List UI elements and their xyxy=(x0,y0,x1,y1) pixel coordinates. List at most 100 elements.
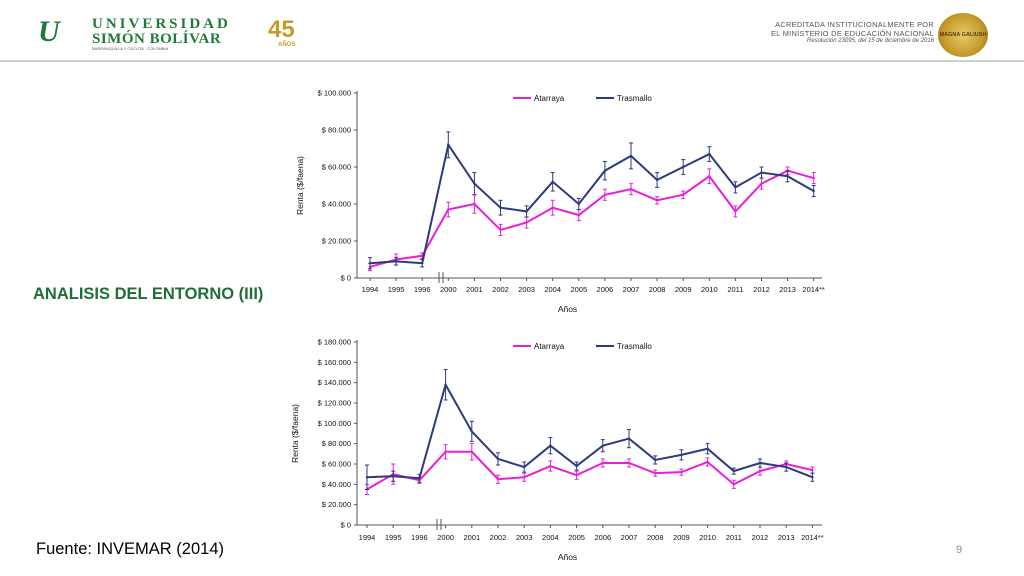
data-point xyxy=(734,186,737,189)
data-point xyxy=(732,469,735,473)
data-point xyxy=(575,464,578,468)
data-point xyxy=(496,478,500,481)
y-tick-label: $ 100.000 xyxy=(318,89,351,98)
data-point xyxy=(682,165,685,169)
anniversary-badge: 45 AÑOS xyxy=(258,16,300,50)
x-axis-label: Años xyxy=(558,552,577,562)
slide-header: U UNIVERSIDAD SIMÓN BOLÍVAR BARRANQUILLA… xyxy=(0,0,1024,62)
data-point xyxy=(680,453,683,457)
data-point xyxy=(523,465,526,469)
x-tick-label: 2014** xyxy=(802,285,825,294)
data-point xyxy=(760,171,763,174)
data-point xyxy=(811,468,814,472)
header-divider xyxy=(0,60,1024,62)
x-tick-label: 2003 xyxy=(518,285,535,294)
data-point xyxy=(706,447,709,450)
x-tick-label: 2001 xyxy=(463,533,480,542)
data-point xyxy=(708,175,711,178)
data-point xyxy=(577,213,580,217)
data-point xyxy=(629,154,633,158)
data-point xyxy=(627,461,631,465)
data-point xyxy=(523,476,526,479)
x-tick-label: 2013 xyxy=(779,285,796,294)
legend-label-atarraya: Atarraya xyxy=(534,342,565,351)
legend-label-trasmallo: Trasmallo xyxy=(617,342,652,351)
data-point xyxy=(629,188,633,191)
logo-text-line2: SIMÓN BOLÍVAR xyxy=(92,31,222,47)
data-point xyxy=(444,383,447,386)
x-tick-label: 2007 xyxy=(623,285,640,294)
data-point xyxy=(811,476,814,479)
y-tick-label: $ 0 xyxy=(341,521,351,530)
y-tick-label: $ 140.000 xyxy=(318,378,351,387)
x-tick-label: 2012 xyxy=(752,533,769,542)
x-tick-label: 2011 xyxy=(727,285,743,294)
x-tick-label: 2004 xyxy=(544,285,561,294)
x-tick-label: 2003 xyxy=(516,533,533,542)
data-point xyxy=(785,465,788,469)
data-point xyxy=(470,450,473,453)
data-point xyxy=(682,193,685,196)
y-axis-label: Renta ($/faena) xyxy=(290,404,300,463)
series-line-atarraya xyxy=(366,450,813,491)
data-point xyxy=(499,228,502,232)
data-point xyxy=(496,457,500,461)
data-point xyxy=(551,180,554,183)
source-note: Fuente: INVEMAR (2014) xyxy=(36,540,224,558)
y-tick-label: $ 80.000 xyxy=(322,126,351,135)
slide-title: ANALISIS DEL ENTORNO (III) xyxy=(33,285,264,303)
x-tick-label: 2006 xyxy=(597,285,614,294)
x-tick-label: 2010 xyxy=(699,533,716,542)
data-point xyxy=(655,199,659,202)
x-tick-label: 1994 xyxy=(359,533,376,542)
data-point xyxy=(470,430,473,433)
data-point xyxy=(473,202,476,206)
quality-seal-icon: MAGNA GALIUSH xyxy=(938,13,988,57)
accreditation-line1: ACREDITADA INSTITUCIONALMENTE POR xyxy=(775,20,934,29)
accreditation-line3: Resolución 23095, del 15 de diciembre de… xyxy=(806,38,934,44)
y-tick-label: $ 20.000 xyxy=(322,237,351,246)
data-point xyxy=(577,202,580,206)
y-tick-label: $ 60.000 xyxy=(322,460,351,469)
series-line-atarraya xyxy=(369,169,814,268)
x-tick-label: 2002 xyxy=(490,533,507,542)
data-point xyxy=(421,262,424,265)
y-axis-label: Renta ($/faena) xyxy=(295,156,305,215)
data-point xyxy=(812,189,815,193)
data-point xyxy=(603,169,607,172)
x-tick-label: 2013 xyxy=(778,533,795,542)
data-point xyxy=(549,464,552,468)
x-tick-label: 2006 xyxy=(594,533,611,542)
x-tick-label: 2005 xyxy=(570,285,587,294)
x-tick-label: 2008 xyxy=(647,533,664,542)
data-point xyxy=(601,444,604,447)
x-axis-label: Años xyxy=(558,304,577,314)
y-tick-label: $ 120.000 xyxy=(318,399,351,408)
data-point xyxy=(758,461,762,465)
x-tick-label: 2000 xyxy=(437,533,454,542)
accreditation-line2: EL MINISTERIO DE EDUCACIÓN NACIONAL xyxy=(771,29,934,38)
data-point xyxy=(525,221,528,224)
x-tick-label: 1994 xyxy=(362,285,379,294)
x-tick-label: 2012 xyxy=(753,285,770,294)
x-tick-label: 2011 xyxy=(726,533,742,542)
data-point xyxy=(655,178,659,182)
x-tick-label: 2000 xyxy=(440,285,457,294)
data-point xyxy=(549,444,552,447)
data-point xyxy=(812,176,815,180)
anniversary-badge-number: 45 xyxy=(268,16,295,43)
y-tick-label: $ 0 xyxy=(341,274,351,283)
x-tick-label: 2009 xyxy=(673,533,690,542)
data-point xyxy=(444,450,447,453)
data-point xyxy=(473,182,476,185)
x-tick-label: 2010 xyxy=(701,285,718,294)
data-point xyxy=(575,473,578,477)
data-point xyxy=(758,469,762,473)
data-point xyxy=(680,470,683,474)
x-tick-label: 2007 xyxy=(621,533,638,542)
y-tick-label: $ 180.000 xyxy=(318,338,351,347)
y-tick-label: $ 20.000 xyxy=(322,500,351,509)
y-tick-label: $ 80.000 xyxy=(322,439,351,448)
data-point xyxy=(601,461,604,465)
data-point xyxy=(654,471,657,475)
